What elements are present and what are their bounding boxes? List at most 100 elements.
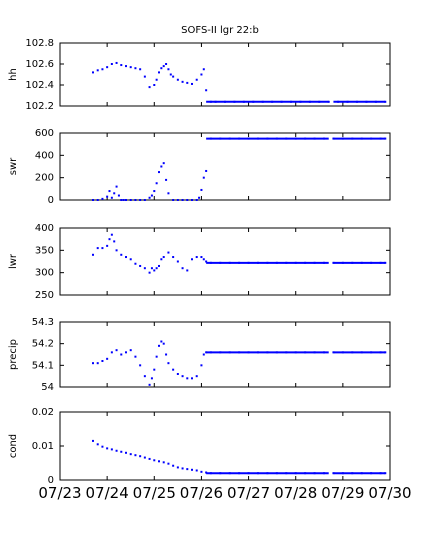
data-point <box>162 461 165 464</box>
xtick-label: 07/27 <box>227 484 270 502</box>
data-point <box>181 267 184 270</box>
ytick-label: 400 <box>35 223 54 234</box>
data-point <box>150 194 153 197</box>
data-point <box>115 349 118 352</box>
data-point <box>165 353 168 356</box>
panel-lwr: 400 350 300 250 lwr <box>8 223 391 301</box>
data-point <box>143 267 146 270</box>
data-point <box>129 66 132 69</box>
data-point <box>205 89 208 92</box>
data-point <box>108 190 111 193</box>
data-point <box>125 256 127 259</box>
axes-frame <box>59 42 391 107</box>
ytick-label: 102.6 <box>25 59 54 70</box>
data-point <box>158 71 160 74</box>
panel-precip: 54.3 54.2 54.1 54 precip <box>8 317 391 393</box>
chart-title: SOFS-II lgr 22:b <box>181 25 259 36</box>
data-point <box>195 256 198 259</box>
data-point <box>115 449 118 452</box>
data-point <box>195 469 198 472</box>
data-point <box>158 460 160 463</box>
ylabel: precip <box>8 339 19 370</box>
data-point <box>153 84 156 86</box>
data-point <box>106 244 109 247</box>
data-point <box>162 342 165 345</box>
data-point <box>101 247 104 250</box>
data-point <box>169 73 172 76</box>
xtick-label: 07/29 <box>321 484 364 502</box>
data-point <box>167 251 170 254</box>
data-point <box>134 199 137 201</box>
ytick-label: 0 <box>48 195 54 206</box>
data-point <box>205 169 208 172</box>
data-point <box>176 260 179 263</box>
xtick-label: 07/26 <box>180 484 223 502</box>
data-point <box>200 256 203 259</box>
data-point <box>106 447 109 450</box>
data-point <box>198 196 201 199</box>
data-point <box>110 196 113 199</box>
data-point <box>125 199 127 201</box>
data-point <box>113 192 116 195</box>
data-point <box>153 269 156 272</box>
data-point <box>139 455 142 458</box>
ytick-label: 54.3 <box>32 317 54 328</box>
data-point <box>195 199 198 201</box>
xtick-label: 07/30 <box>368 484 411 502</box>
ylabel: cond <box>8 434 19 458</box>
data-point <box>162 162 165 165</box>
ytick-label: 300 <box>35 268 54 279</box>
data-point <box>113 240 116 243</box>
ylabel: swr <box>8 157 19 175</box>
data-point <box>101 360 104 362</box>
data-point <box>202 258 205 261</box>
ytick-label: 0 <box>48 475 54 486</box>
data-point <box>148 383 151 386</box>
data-point <box>160 258 163 261</box>
data-point <box>129 258 132 261</box>
data-point <box>153 190 156 193</box>
data-point <box>160 165 163 168</box>
xtick-label: 07/28 <box>274 484 317 502</box>
data-point <box>195 78 198 81</box>
axes-frame <box>59 227 391 296</box>
data-point <box>115 249 118 252</box>
data-point <box>106 195 109 198</box>
data-point <box>172 75 175 78</box>
data-point <box>186 377 189 380</box>
data-point <box>101 197 104 200</box>
data-point <box>158 344 160 347</box>
data-point <box>150 267 153 270</box>
data-point <box>129 199 132 201</box>
ytick-label: 102.8 <box>25 38 54 49</box>
data-point <box>186 269 189 272</box>
data-point <box>200 364 203 367</box>
data-point <box>134 355 137 358</box>
xtick-label: 07/25 <box>133 484 176 502</box>
data-point <box>158 171 160 174</box>
axes-frame <box>59 411 391 481</box>
data-point <box>167 192 170 195</box>
xtick-label: 07/23 <box>38 484 81 502</box>
data-point <box>108 238 111 241</box>
data-point <box>155 355 158 358</box>
data-point <box>96 443 99 446</box>
ylabel: hh <box>8 68 19 81</box>
data-point <box>150 377 153 380</box>
data-point <box>202 353 205 356</box>
data-point <box>143 456 146 459</box>
data-point <box>158 264 160 267</box>
data-point <box>134 454 137 457</box>
data-point <box>167 68 170 71</box>
data-point <box>155 182 158 185</box>
data-point <box>134 262 137 265</box>
ytick-label: 0.02 <box>32 407 54 418</box>
data-point <box>172 199 175 201</box>
data-point <box>106 66 109 69</box>
data-point <box>195 375 198 378</box>
data-point <box>155 78 158 81</box>
data-point <box>96 362 99 365</box>
data-point <box>205 260 208 263</box>
data-point <box>143 375 146 378</box>
